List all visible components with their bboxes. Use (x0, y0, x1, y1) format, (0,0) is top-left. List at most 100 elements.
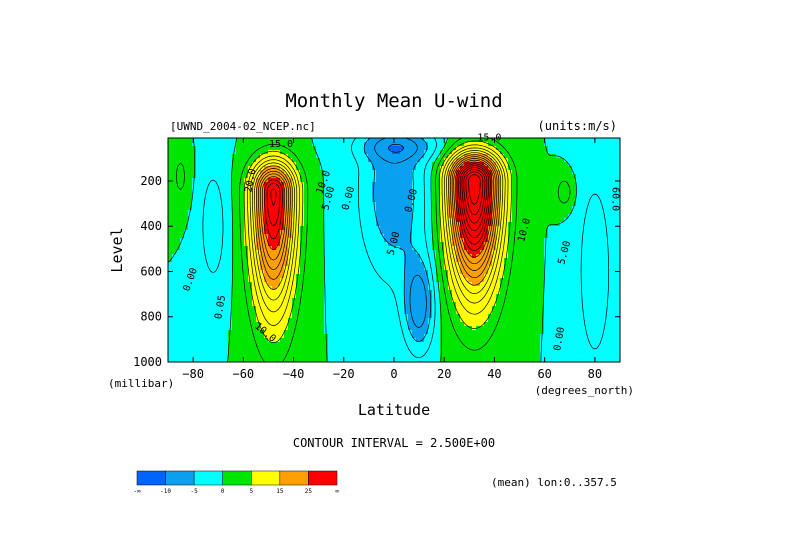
field-cell (200, 270, 205, 275)
field-cell (424, 186, 429, 191)
field-cell (544, 310, 549, 315)
field-cell (336, 186, 341, 191)
field-cell (488, 282, 493, 287)
field-cell (440, 286, 445, 291)
field-cell (208, 138, 213, 143)
field-cell (188, 186, 193, 191)
field-cell (540, 310, 545, 315)
field-cell (436, 190, 441, 195)
field-cell (400, 294, 405, 299)
field-cell (404, 226, 409, 231)
field-cell (240, 162, 245, 167)
field-cell (484, 162, 489, 167)
field-cell (420, 246, 425, 251)
field-cell (388, 146, 393, 151)
field-cell (600, 290, 605, 295)
field-cell (264, 274, 269, 279)
field-cell (400, 158, 405, 163)
field-cell (300, 306, 305, 311)
field-cell (556, 146, 561, 151)
field-cell (356, 150, 361, 155)
field-cell (328, 282, 333, 287)
field-cell (188, 162, 193, 167)
field-cell (348, 262, 353, 267)
field-cell (408, 286, 413, 291)
field-cell (528, 214, 533, 219)
field-cell (596, 182, 601, 187)
field-cell (612, 250, 617, 255)
field-cell (348, 302, 353, 307)
field-cell (372, 262, 377, 267)
field-cell (476, 138, 481, 143)
field-cell (604, 294, 609, 299)
field-cell (516, 178, 521, 183)
field-cell (204, 270, 209, 275)
field-cell (512, 282, 517, 287)
field-cell (316, 250, 321, 255)
field-cell (264, 222, 269, 227)
field-cell (448, 274, 453, 279)
field-cell (612, 274, 617, 279)
field-cell (312, 186, 317, 191)
field-cell (292, 306, 297, 311)
field-cell (184, 146, 189, 151)
field-cell (464, 138, 469, 143)
field-cell (320, 206, 325, 211)
field-cell (488, 158, 493, 163)
field-cell (344, 138, 349, 143)
field-cell (548, 170, 553, 175)
field-cell (284, 282, 289, 287)
field-cell (168, 226, 173, 231)
field-cell (324, 198, 329, 203)
field-cell (496, 154, 501, 159)
field-cell (172, 142, 177, 147)
field-cell (212, 238, 217, 243)
field-cell (608, 166, 613, 171)
field-cell (440, 222, 445, 227)
field-cell (208, 306, 213, 311)
field-cell (548, 286, 553, 291)
field-cell (364, 186, 369, 191)
field-cell (408, 246, 413, 251)
field-cell (272, 150, 277, 155)
field-cell (428, 270, 433, 275)
field-cell (500, 286, 505, 291)
field-cell (184, 250, 189, 255)
field-cell (580, 198, 585, 203)
field-cell (572, 234, 577, 239)
field-cell (448, 146, 453, 151)
field-cell (312, 138, 317, 143)
field-cell (588, 290, 593, 295)
field-cell (236, 298, 241, 303)
field-cell (572, 158, 577, 163)
field-cell (540, 290, 545, 295)
field-cell (172, 246, 177, 251)
field-cell (228, 310, 233, 315)
field-cell (492, 270, 497, 275)
field-cell (252, 182, 257, 187)
field-cell (276, 234, 281, 239)
field-cell (200, 202, 205, 207)
field-cell (388, 274, 393, 279)
field-cell (496, 170, 501, 175)
field-cell (176, 310, 181, 315)
field-cell (260, 278, 265, 283)
field-cell (432, 278, 437, 283)
field-cell (604, 194, 609, 199)
field-cell (424, 234, 429, 239)
field-cell (200, 306, 205, 311)
field-cell (556, 294, 561, 299)
field-cell (204, 306, 209, 311)
field-cell (512, 222, 517, 227)
field-cell (508, 210, 513, 215)
field-cell (316, 230, 321, 235)
field-cell (212, 258, 217, 263)
field-cell (604, 178, 609, 183)
field-cell (324, 210, 329, 215)
field-cell (272, 254, 277, 259)
field-cell (276, 138, 281, 143)
field-cell (468, 310, 473, 315)
field-cell (460, 310, 465, 315)
field-cell (500, 154, 505, 159)
field-cell (548, 238, 553, 243)
